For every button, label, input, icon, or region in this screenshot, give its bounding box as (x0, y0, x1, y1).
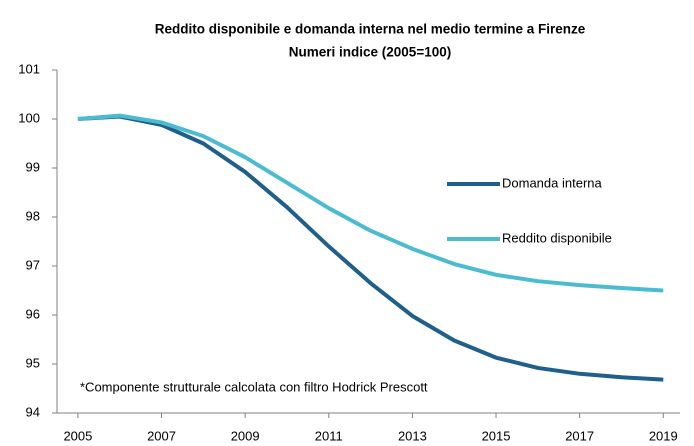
y-tick-label: 97 (26, 257, 40, 272)
series-line (77, 114, 664, 382)
x-tick-label: 2005 (63, 428, 92, 443)
x-tick-label: 2019 (649, 428, 678, 443)
y-tick-label: 98 (26, 208, 40, 223)
y-tick-label: 100 (18, 110, 40, 125)
x-tick-label: 2013 (398, 428, 427, 443)
x-tick-label: 2009 (231, 428, 260, 443)
x-tick-label: 2015 (482, 428, 511, 443)
y-tick-label: 95 (26, 355, 40, 370)
legend-label: Domanda interna (502, 175, 602, 190)
y-tick-label: 101 (18, 61, 40, 76)
y-tick-label: 96 (26, 306, 40, 321)
x-tick-label: 2017 (565, 428, 594, 443)
series-line (77, 113, 664, 293)
y-tick-label: 99 (26, 159, 40, 174)
legend-label: Reddito disponibile (502, 230, 612, 245)
y-tick-label: 94 (26, 404, 40, 419)
annotation: *Componente strutturale calcolata con fi… (80, 379, 428, 394)
chart-title: Reddito disponibile e domanda interna ne… (155, 22, 586, 37)
x-tick-label: 2007 (147, 428, 176, 443)
x-tick-label: 2011 (315, 428, 343, 443)
chart-subtitle: Numeri indice (2005=100) (289, 45, 451, 60)
